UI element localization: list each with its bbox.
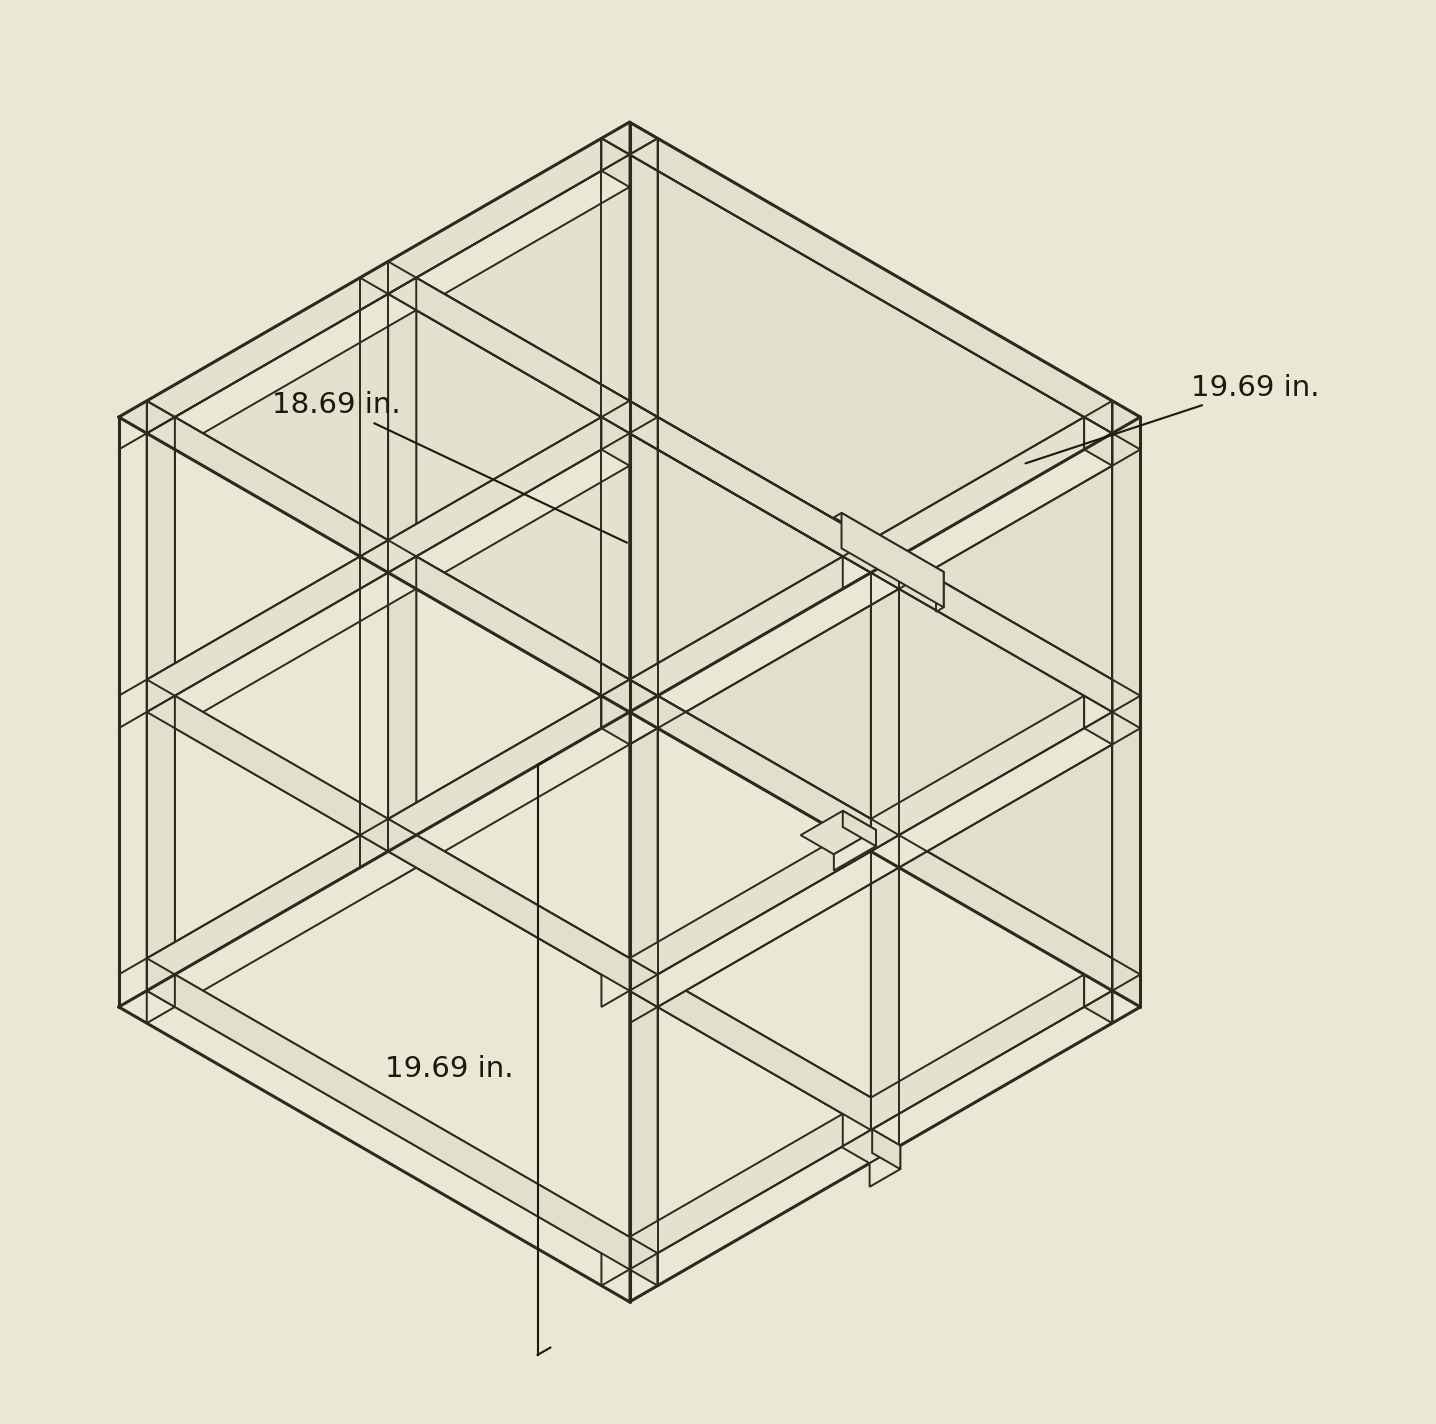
- Polygon shape: [841, 513, 943, 607]
- Polygon shape: [602, 1237, 629, 1286]
- Polygon shape: [360, 262, 416, 293]
- Polygon shape: [843, 1098, 870, 1146]
- Text: 19.69 in.: 19.69 in.: [1025, 373, 1320, 463]
- Polygon shape: [1084, 974, 1113, 1024]
- Polygon shape: [834, 830, 876, 870]
- Polygon shape: [416, 834, 870, 1131]
- Polygon shape: [843, 540, 899, 572]
- Polygon shape: [658, 712, 1113, 1007]
- Polygon shape: [602, 138, 629, 187]
- Polygon shape: [175, 417, 629, 712]
- Polygon shape: [843, 810, 876, 846]
- Polygon shape: [1113, 400, 1140, 1007]
- Polygon shape: [416, 557, 870, 852]
- Polygon shape: [843, 819, 870, 867]
- Polygon shape: [629, 696, 658, 1302]
- Polygon shape: [1084, 400, 1140, 433]
- Polygon shape: [602, 679, 629, 728]
- Text: 18.69 in.: 18.69 in.: [271, 392, 628, 543]
- Polygon shape: [416, 278, 870, 572]
- Polygon shape: [175, 974, 629, 1269]
- Polygon shape: [388, 834, 870, 1114]
- Polygon shape: [1084, 958, 1113, 1007]
- Polygon shape: [602, 417, 629, 466]
- Polygon shape: [870, 540, 899, 1146]
- Polygon shape: [175, 155, 629, 450]
- Polygon shape: [843, 540, 870, 590]
- Polygon shape: [388, 278, 870, 557]
- Polygon shape: [146, 417, 629, 696]
- Polygon shape: [146, 417, 629, 696]
- Polygon shape: [146, 696, 629, 974]
- Polygon shape: [416, 278, 870, 572]
- Polygon shape: [629, 122, 658, 728]
- Polygon shape: [843, 540, 870, 590]
- Polygon shape: [834, 513, 943, 577]
- Polygon shape: [1084, 417, 1113, 466]
- Polygon shape: [1113, 417, 1140, 1024]
- Polygon shape: [658, 991, 1113, 1286]
- Text: 19.69 in.: 19.69 in.: [385, 1055, 514, 1082]
- Polygon shape: [602, 679, 658, 712]
- Polygon shape: [872, 1129, 900, 1169]
- Polygon shape: [416, 834, 870, 1131]
- Polygon shape: [841, 1129, 900, 1163]
- Polygon shape: [388, 262, 416, 867]
- Polygon shape: [602, 696, 629, 745]
- Polygon shape: [388, 278, 870, 557]
- Polygon shape: [658, 696, 1113, 991]
- Polygon shape: [629, 417, 1113, 696]
- Polygon shape: [870, 557, 899, 1162]
- Polygon shape: [146, 696, 629, 974]
- Polygon shape: [1084, 696, 1113, 745]
- Polygon shape: [629, 122, 1140, 1007]
- Polygon shape: [1084, 679, 1113, 728]
- Polygon shape: [629, 679, 658, 1286]
- Polygon shape: [602, 958, 629, 1007]
- Polygon shape: [658, 138, 1113, 433]
- Polygon shape: [843, 1098, 870, 1146]
- Polygon shape: [629, 417, 1113, 696]
- Polygon shape: [629, 696, 1113, 974]
- Polygon shape: [146, 417, 175, 1024]
- Polygon shape: [870, 1145, 900, 1186]
- Polygon shape: [388, 834, 870, 1114]
- Polygon shape: [175, 696, 629, 991]
- Polygon shape: [629, 138, 658, 745]
- Polygon shape: [146, 974, 629, 1253]
- Polygon shape: [1084, 400, 1113, 450]
- Polygon shape: [629, 417, 1140, 1302]
- Polygon shape: [119, 122, 1140, 712]
- Polygon shape: [602, 122, 658, 155]
- Polygon shape: [629, 138, 1113, 417]
- Polygon shape: [936, 572, 943, 612]
- Polygon shape: [658, 417, 1113, 712]
- Polygon shape: [388, 557, 870, 834]
- Polygon shape: [146, 400, 175, 1007]
- Polygon shape: [175, 712, 629, 1007]
- Polygon shape: [629, 696, 1113, 974]
- Polygon shape: [119, 400, 175, 433]
- Polygon shape: [801, 810, 876, 854]
- Polygon shape: [388, 278, 416, 884]
- Polygon shape: [175, 433, 629, 728]
- Polygon shape: [658, 433, 1113, 728]
- Polygon shape: [146, 138, 629, 417]
- Polygon shape: [629, 974, 1113, 1253]
